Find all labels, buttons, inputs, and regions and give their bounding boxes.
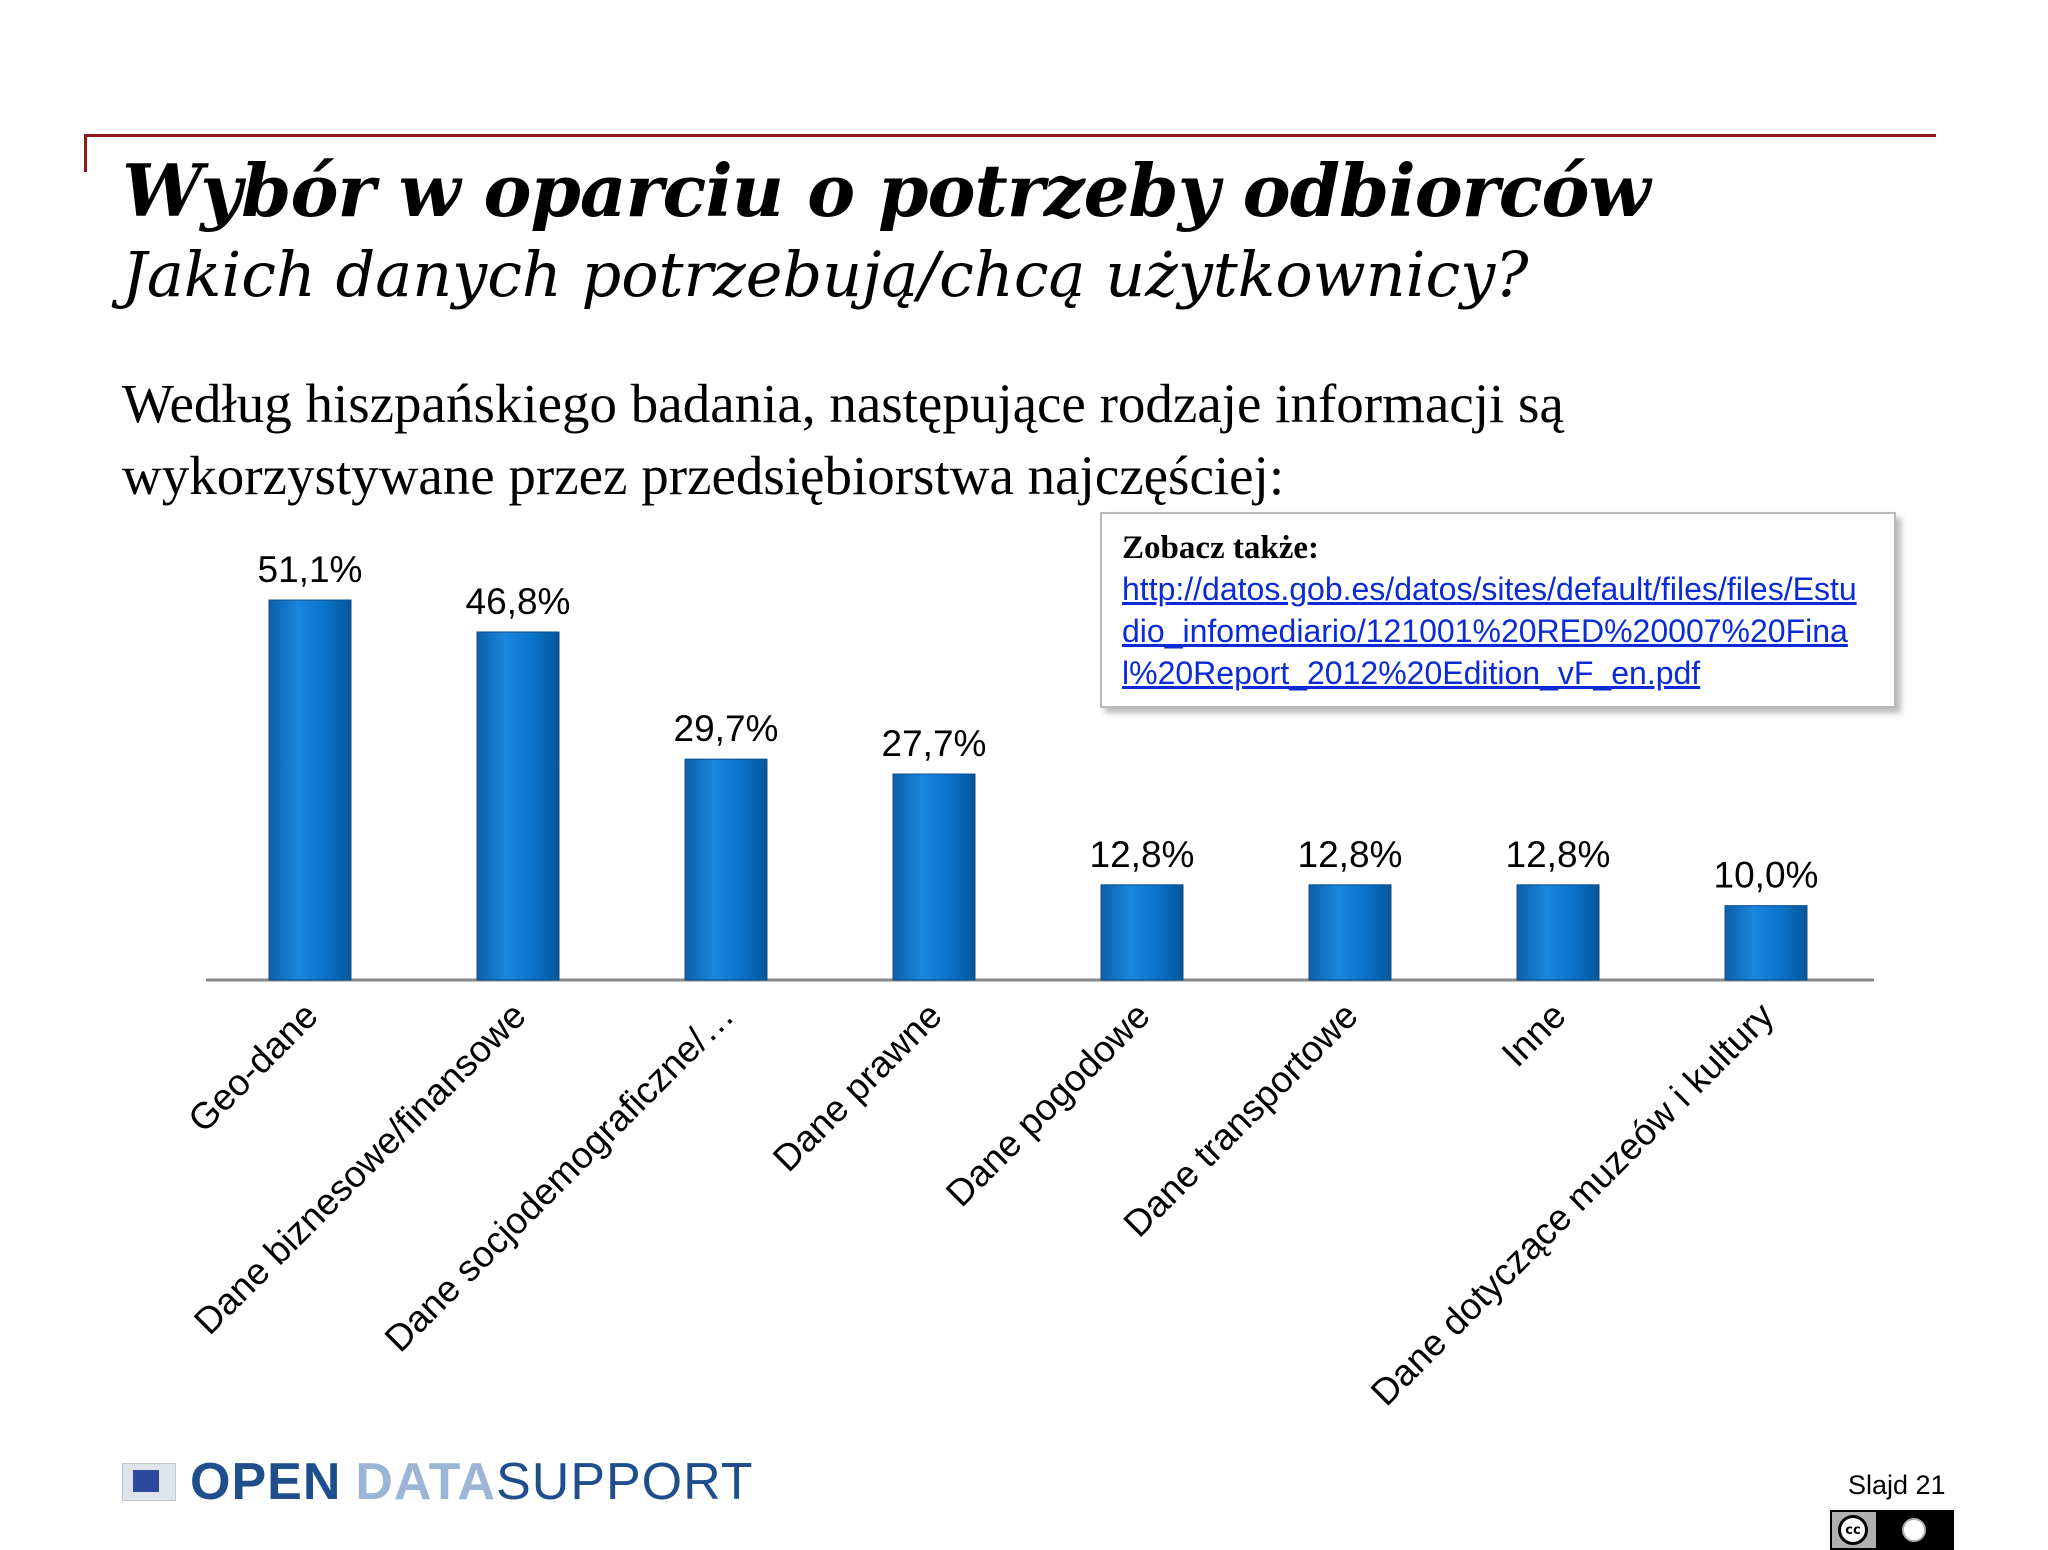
data-label-8: 10,0% bbox=[1714, 855, 1819, 896]
bar-5 bbox=[1100, 884, 1184, 981]
bar-chart: 51,1% Geo-dane 46,8% Dane biznesowe/finanso… bbox=[180, 549, 1874, 1413]
data-label-3: 29,7% bbox=[674, 708, 779, 749]
see-also-title: Zobacz także: bbox=[1122, 530, 1320, 566]
bar-6 bbox=[1308, 884, 1392, 981]
logo-data-word: DATA bbox=[355, 1453, 497, 1511]
open-data-support-logo: OPEN DATA SUPPORT bbox=[122, 1452, 754, 1512]
logo-open-word: OPEN bbox=[190, 1453, 342, 1511]
data-label-6: 12,8% bbox=[1298, 834, 1403, 875]
slide-body-text: Według hiszpańskiego badania, następując… bbox=[122, 373, 1564, 506]
see-also-box: Zobacz także: http://datos.gob.es/datos/… bbox=[1100, 512, 1896, 708]
report-link[interactable]: http://datos.gob.es/datos/sites/default/… bbox=[1122, 571, 1857, 691]
category-label-2: Dane biznesowe/finansowe bbox=[186, 995, 534, 1343]
top-rule-tick bbox=[84, 134, 87, 172]
data-label-7: 12,8% bbox=[1506, 834, 1611, 875]
logo-support-word: SUPPORT bbox=[496, 1453, 754, 1511]
category-label-7: Inne bbox=[1494, 995, 1574, 1075]
category-label-8: Dane dotyczące muzeów i kultury bbox=[1363, 994, 1782, 1413]
category-label-3: Dane socjodemograficzne/… bbox=[377, 995, 742, 1360]
bar-8 bbox=[1724, 905, 1808, 981]
category-label-6: Dane transportowe bbox=[1116, 995, 1366, 1245]
slide-subtitle: Jakich danych potrzebują/chcą użytkownic… bbox=[122, 238, 1529, 311]
bar-2 bbox=[476, 631, 560, 981]
by-icon bbox=[1876, 1512, 1952, 1548]
bar-1 bbox=[268, 599, 352, 981]
cc-icon: cc bbox=[1838, 1515, 1868, 1545]
category-label-5: Dane pogodowe bbox=[938, 995, 1158, 1215]
bar-4 bbox=[892, 773, 976, 981]
cc-by-license-icon: cc bbox=[1830, 1510, 1954, 1550]
bar-7 bbox=[1516, 884, 1600, 981]
data-label-2: 46,8% bbox=[466, 581, 571, 622]
data-label-4: 27,7% bbox=[882, 723, 987, 764]
category-label-1: Geo-dane bbox=[180, 995, 325, 1140]
slide-title: Wybór w oparciu o potrzeby odbiorców bbox=[122, 148, 1651, 233]
bar-3 bbox=[684, 758, 768, 981]
slide-number: Slajd 21 bbox=[1848, 1470, 1946, 1500]
eu-flag-icon bbox=[122, 1463, 176, 1501]
category-label-4: Dane prawne bbox=[765, 995, 950, 1180]
data-label-5: 12,8% bbox=[1090, 834, 1195, 875]
data-label-1: 51,1% bbox=[258, 549, 363, 590]
top-rule bbox=[84, 134, 1936, 137]
